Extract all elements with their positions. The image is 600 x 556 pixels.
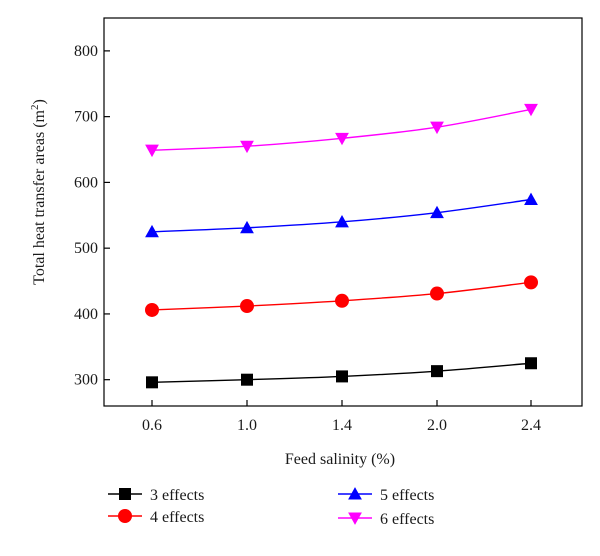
data-point bbox=[525, 357, 537, 370]
data-point bbox=[145, 224, 159, 238]
legend-label: 4 effects bbox=[150, 509, 204, 526]
data-point bbox=[335, 132, 349, 146]
legend-marker bbox=[119, 488, 131, 500]
y-axis-title-sup: 2 bbox=[29, 105, 41, 111]
legend-item: 5 effects bbox=[338, 487, 434, 504]
x-tick-label: 1.4 bbox=[332, 417, 352, 434]
series-4-effects bbox=[145, 275, 538, 317]
series-layer bbox=[145, 103, 538, 389]
series-3-effects bbox=[146, 357, 537, 389]
data-point bbox=[524, 103, 538, 117]
data-point bbox=[430, 286, 444, 301]
data-point bbox=[145, 302, 159, 317]
data-point bbox=[430, 205, 444, 219]
data-point bbox=[430, 121, 444, 135]
legend-item: 4 effects bbox=[108, 509, 204, 526]
x-tick-label: 2.0 bbox=[427, 417, 447, 434]
legend-marker bbox=[348, 512, 362, 525]
legend-item: 6 effects bbox=[338, 511, 434, 528]
data-point bbox=[241, 373, 253, 386]
legend-item: 3 effects bbox=[108, 487, 204, 504]
data-point bbox=[336, 370, 348, 383]
data-point bbox=[146, 376, 158, 389]
x-tick-label: 2.4 bbox=[521, 417, 541, 434]
plot-border bbox=[103, 17, 583, 407]
y-axis-title-close: ) bbox=[31, 99, 48, 104]
y-tick-label: 500 bbox=[74, 240, 98, 257]
data-point bbox=[524, 192, 538, 206]
x-tick-label: 1.0 bbox=[237, 417, 257, 434]
y-axis-title-main: Total heat transfer areas (m bbox=[31, 109, 48, 284]
series-6-effects bbox=[145, 103, 538, 158]
data-point bbox=[335, 293, 349, 308]
y-tick-label: 800 bbox=[74, 43, 98, 60]
x-axis-title: Feed salinity (%) bbox=[285, 451, 395, 468]
plot-frame bbox=[103, 17, 583, 407]
data-point bbox=[524, 275, 538, 290]
legend: 3 effects 4 effects 5 effects 6 effects bbox=[108, 487, 434, 528]
y-tick-label: 600 bbox=[74, 174, 98, 191]
legend-marker bbox=[118, 509, 132, 523]
legend-marker bbox=[348, 487, 362, 500]
data-point bbox=[145, 144, 159, 158]
y-axis: 300 400 500 600 700 800 bbox=[74, 43, 110, 389]
x-axis: 0.6 1.0 1.4 2.0 2.4 bbox=[142, 400, 541, 434]
data-point bbox=[240, 299, 254, 314]
data-point bbox=[335, 214, 349, 228]
legend-label: 6 effects bbox=[380, 511, 434, 528]
data-point bbox=[240, 140, 254, 154]
y-axis-title: Total heat transfer areas (m2) bbox=[29, 99, 48, 285]
x-tick-label: 0.6 bbox=[142, 417, 162, 434]
y-tick-label: 400 bbox=[74, 306, 98, 323]
y-tick-label: 700 bbox=[74, 109, 98, 126]
series-5-effects bbox=[145, 192, 538, 238]
data-point bbox=[240, 220, 254, 234]
legend-label: 3 effects bbox=[150, 487, 204, 504]
data-point bbox=[431, 365, 443, 378]
y-tick-label: 300 bbox=[74, 372, 98, 389]
legend-label: 5 effects bbox=[380, 487, 434, 504]
